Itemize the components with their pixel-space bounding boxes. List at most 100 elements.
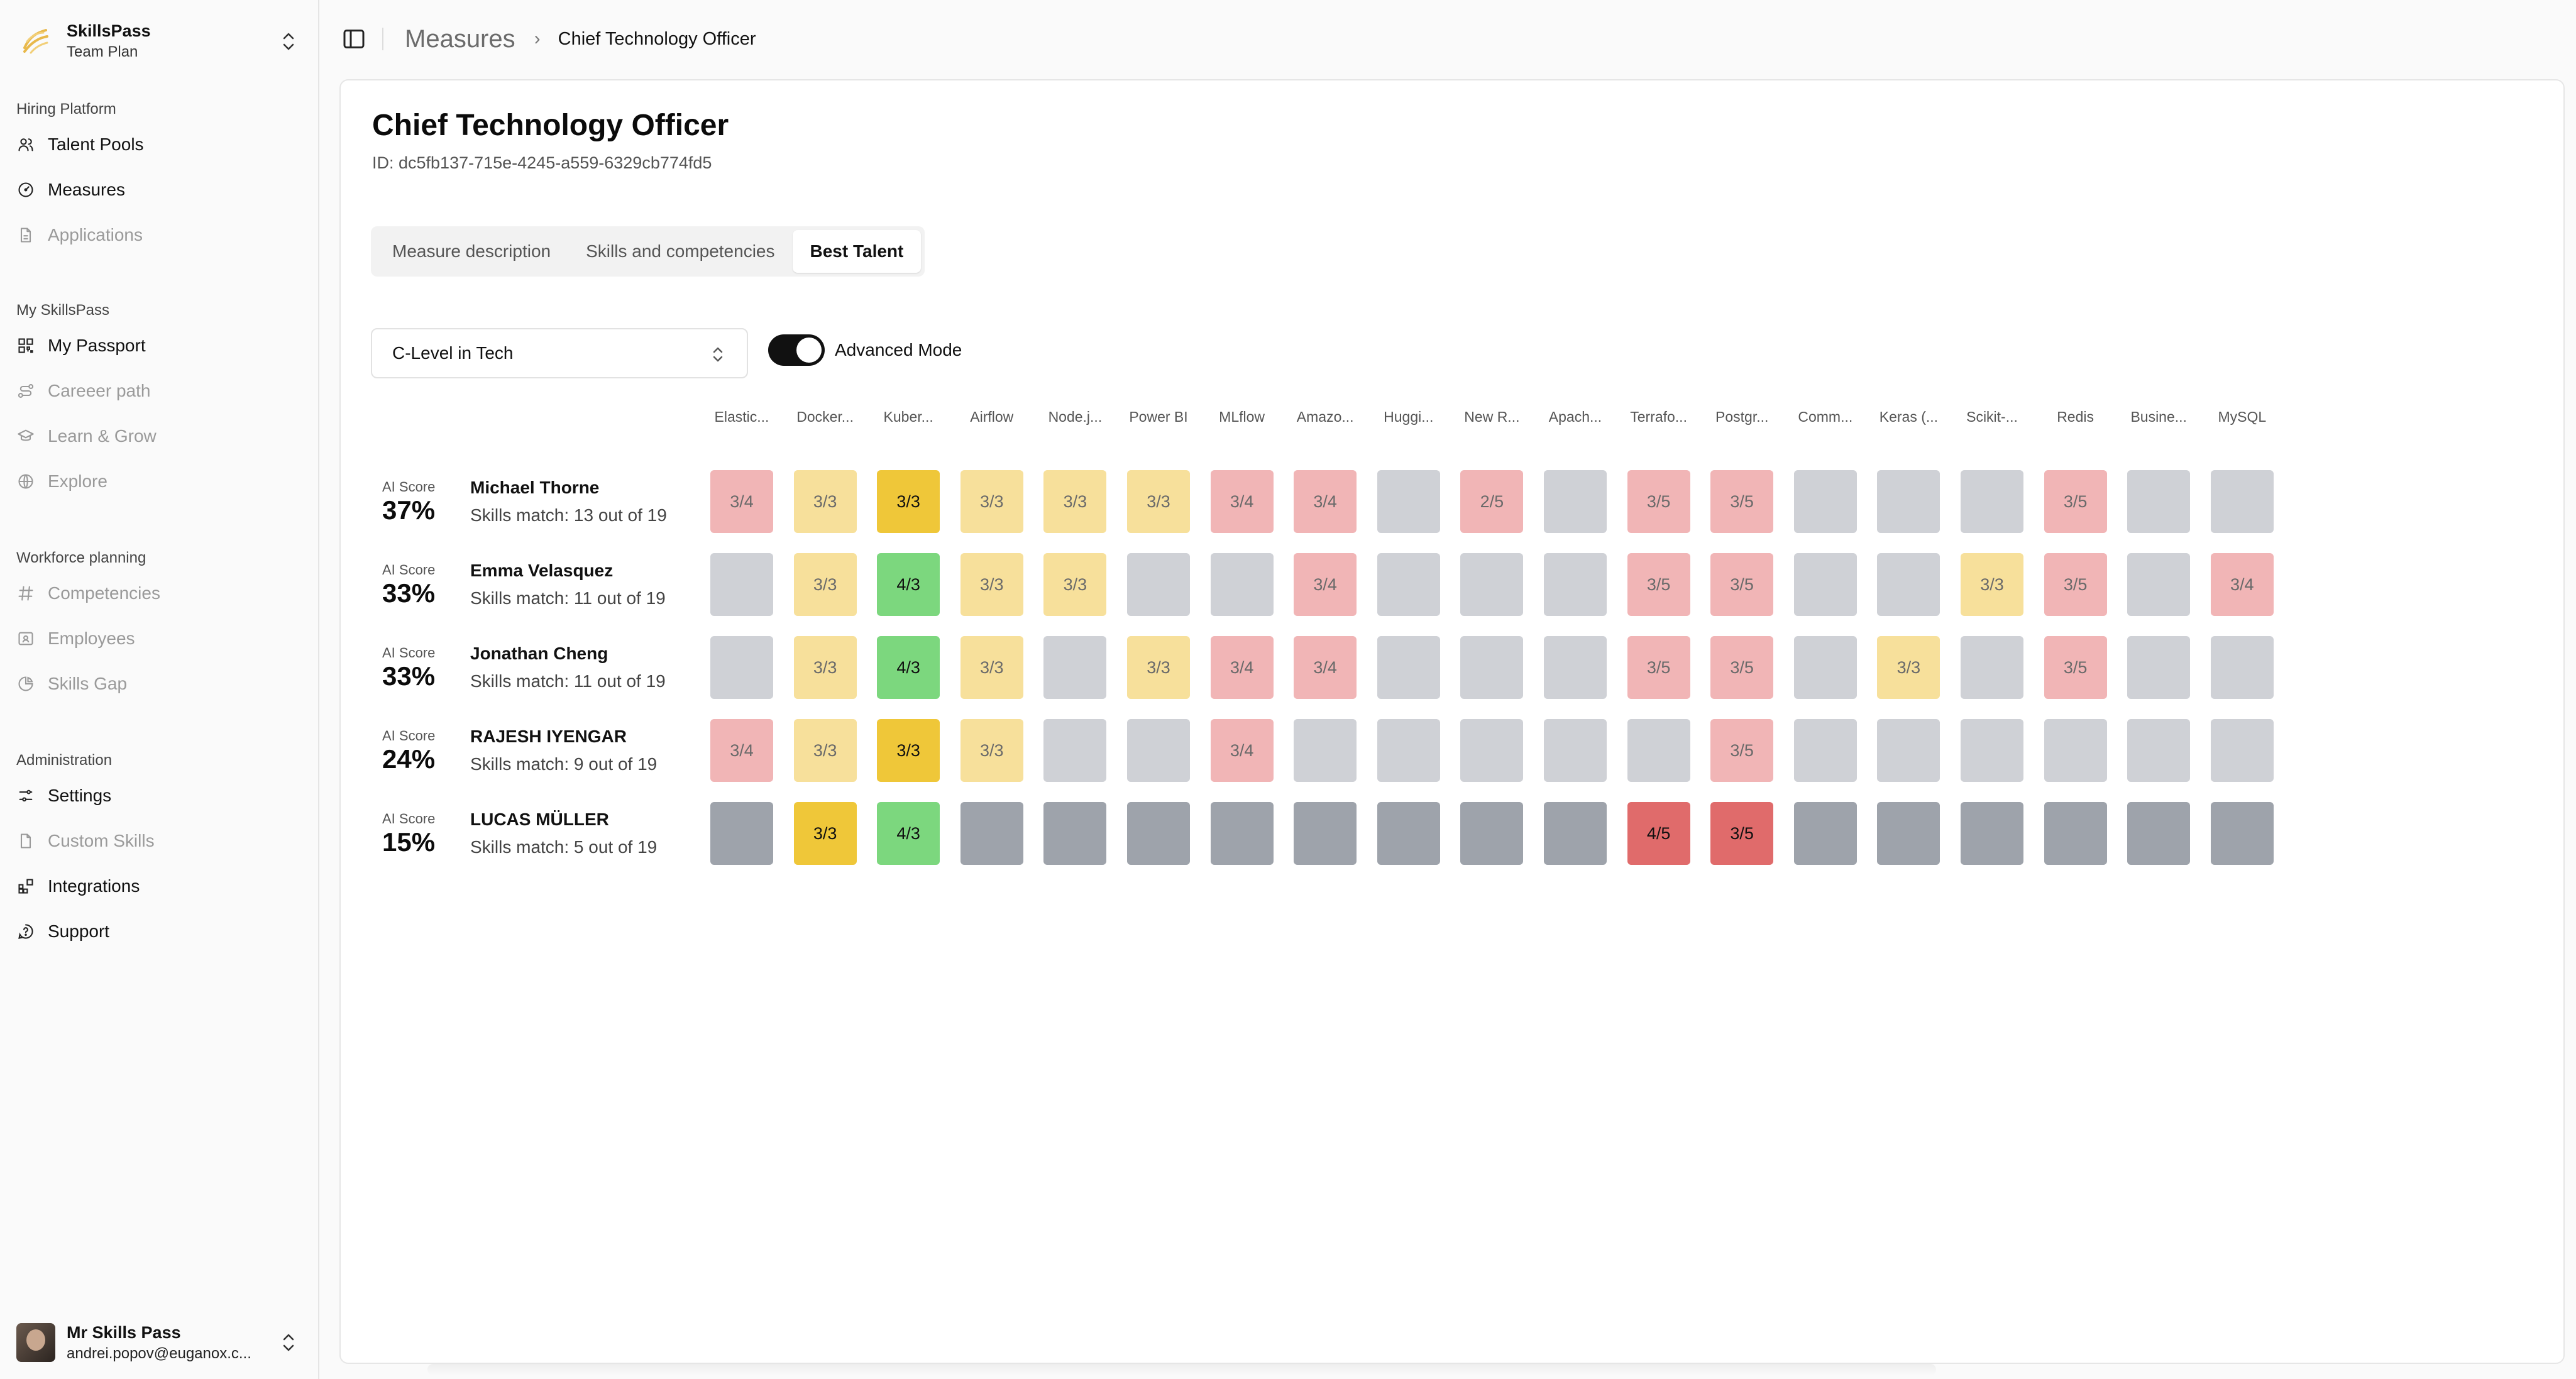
skill-score-cell[interactable]: 3/5	[1710, 553, 1774, 616]
skill-score-cell[interactable]: 3/5	[1627, 470, 1690, 533]
skill-score-cell[interactable]	[2127, 553, 2191, 616]
skill-score-cell[interactable]: 3/3	[877, 719, 940, 782]
skill-score-cell[interactable]: 3/3	[1877, 636, 1940, 699]
skill-score-cell[interactable]	[960, 802, 1023, 865]
skill-score-cell[interactable]	[1210, 553, 1274, 616]
skill-score-cell[interactable]	[1127, 802, 1190, 865]
skill-score-cell[interactable]	[1377, 719, 1440, 782]
skill-score-cell[interactable]	[2044, 802, 2107, 865]
team-switcher[interactable]: SkillsPass Team Plan	[16, 19, 303, 63]
skill-score-cell[interactable]: 3/3	[877, 470, 940, 533]
candidate-row[interactable]: AI Score 37% Michael Thorne Skills match: 1…	[341, 470, 2566, 553]
candidate-name[interactable]: Emma Velasquez	[470, 561, 614, 580]
skill-score-cell[interactable]	[2127, 719, 2191, 782]
skill-score-cell[interactable]	[2044, 719, 2107, 782]
tab-best-talent[interactable]: Best Talent	[792, 230, 922, 273]
skill-score-cell[interactable]	[1544, 553, 1607, 616]
skill-score-cell[interactable]	[1544, 719, 1607, 782]
skill-score-cell[interactable]: 3/4	[1294, 470, 1357, 533]
skill-score-cell[interactable]	[1961, 802, 2023, 865]
skill-score-cell[interactable]	[1460, 636, 1524, 699]
skill-score-cell[interactable]: 3/3	[793, 553, 857, 616]
skill-score-cell[interactable]: 3/3	[1127, 470, 1190, 533]
candidate-row[interactable]: AI Score 33% Jonathan Cheng Skills match: 1…	[341, 636, 2566, 719]
skill-score-cell[interactable]	[1793, 470, 1857, 533]
skill-score-cell[interactable]: 3/3	[1043, 470, 1107, 533]
candidate-name[interactable]: RAJESH IYENGAR	[470, 727, 627, 746]
skill-score-cell[interactable]	[1877, 802, 1940, 865]
skill-score-cell[interactable]	[1460, 553, 1524, 616]
skill-score-cell[interactable]	[1043, 636, 1107, 699]
tab-skills-and-competencies[interactable]: Skills and competencies	[586, 241, 775, 261]
skill-score-cell[interactable]	[710, 636, 773, 699]
sidebar-item-skills-gap[interactable]: Skills Gap	[0, 661, 319, 706]
skill-score-cell[interactable]	[1544, 470, 1607, 533]
sidebar-item-career-path[interactable]: Careeer path	[0, 368, 319, 414]
sidebar-item-settings[interactable]: Settings	[0, 773, 319, 818]
skill-score-cell[interactable]: 3/3	[1043, 553, 1107, 616]
skill-score-cell[interactable]	[2210, 636, 2274, 699]
sidebar-toggle-button[interactable]	[339, 25, 368, 53]
tab-measure-description[interactable]: Measure description	[392, 241, 551, 261]
skill-score-cell[interactable]: 3/3	[960, 470, 1023, 533]
sidebar-item-custom-skills[interactable]: Custom Skills	[0, 818, 319, 864]
skill-score-cell[interactable]	[1127, 553, 1190, 616]
skill-score-cell[interactable]	[1877, 553, 1940, 616]
talent-pool-select[interactable]: C-Level in Tech	[371, 328, 748, 378]
skill-score-cell[interactable]	[1127, 719, 1190, 782]
sidebar-item-measures[interactable]: Measures	[0, 167, 319, 212]
candidate-name[interactable]: LUCAS MÜLLER	[470, 810, 609, 829]
skill-score-cell[interactable]: 3/4	[1210, 636, 1274, 699]
skill-score-cell[interactable]	[1961, 636, 2023, 699]
skill-score-cell[interactable]: 4/3	[877, 636, 940, 699]
sidebar-item-integrations[interactable]: Integrations	[0, 864, 319, 909]
skill-score-cell[interactable]	[2127, 470, 2191, 533]
skill-score-cell[interactable]: 3/3	[793, 470, 857, 533]
skill-score-cell[interactable]	[1961, 719, 2023, 782]
breadcrumb-link-measures[interactable]: Measures	[405, 25, 515, 53]
skill-score-cell[interactable]: 3/4	[1294, 553, 1357, 616]
skill-score-cell[interactable]: 3/3	[793, 719, 857, 782]
skill-score-cell[interactable]	[1043, 802, 1107, 865]
sidebar-item-talent-pools[interactable]: Talent Pools	[0, 122, 319, 167]
skill-score-cell[interactable]: 3/3	[960, 719, 1023, 782]
skill-score-cell[interactable]: 4/3	[877, 553, 940, 616]
skill-score-cell[interactable]: 3/5	[2044, 470, 2107, 533]
sidebar-item-learn-grow[interactable]: Learn & Grow	[0, 414, 319, 459]
skill-score-cell[interactable]	[1294, 802, 1357, 865]
skill-score-cell[interactable]	[1294, 719, 1357, 782]
skill-score-cell[interactable]: 3/3	[793, 636, 857, 699]
advanced-mode-toggle[interactable]	[768, 334, 825, 366]
skill-score-cell[interactable]: 4/3	[877, 802, 940, 865]
skill-score-cell[interactable]: 3/5	[1627, 636, 1690, 699]
skill-score-cell[interactable]	[1961, 470, 2023, 533]
skill-score-cell[interactable]	[1877, 719, 1940, 782]
candidate-row[interactable]: AI Score 15% LUCAS MÜLLER Skills match: 5 o…	[341, 802, 2566, 885]
skill-score-cell[interactable]: 3/3	[793, 802, 857, 865]
sidebar-item-employees[interactable]: Employees	[0, 616, 319, 661]
skill-score-cell[interactable]	[1460, 719, 1524, 782]
skill-score-cell[interactable]	[2127, 802, 2191, 865]
skill-score-cell[interactable]: 3/5	[2044, 636, 2107, 699]
skill-score-cell[interactable]	[2210, 719, 2274, 782]
user-menu[interactable]: Mr Skills Pass andrei.popov@euganox.c...	[16, 1320, 303, 1365]
skill-score-cell[interactable]	[2210, 470, 2274, 533]
skill-score-cell[interactable]: 3/4	[2210, 553, 2274, 616]
skill-score-cell[interactable]	[1460, 802, 1524, 865]
sidebar-item-competencies[interactable]: Competencies	[0, 571, 319, 616]
skill-score-cell[interactable]	[710, 553, 773, 616]
candidate-row[interactable]: AI Score 33% Emma Velasquez Skills match: 1…	[341, 553, 2566, 636]
skill-score-cell[interactable]: 4/5	[1627, 802, 1690, 865]
skill-score-cell[interactable]: 3/3	[1127, 636, 1190, 699]
skill-score-cell[interactable]	[1627, 719, 1690, 782]
skill-score-cell[interactable]	[1877, 470, 1940, 533]
skill-score-cell[interactable]: 3/5	[1710, 636, 1774, 699]
skill-score-cell[interactable]	[1793, 636, 1857, 699]
sidebar-item-my-passport[interactable]: My Passport	[0, 323, 319, 368]
skill-score-cell[interactable]	[2127, 636, 2191, 699]
candidate-name[interactable]: Jonathan Cheng	[470, 644, 608, 663]
skill-score-cell[interactable]: 3/3	[1961, 553, 2023, 616]
candidate-row[interactable]: AI Score 24% RAJESH IYENGAR Skills match: 9…	[341, 719, 2566, 802]
candidate-name[interactable]: Michael Thorne	[470, 478, 600, 497]
skill-score-cell[interactable]: 3/5	[1710, 470, 1774, 533]
